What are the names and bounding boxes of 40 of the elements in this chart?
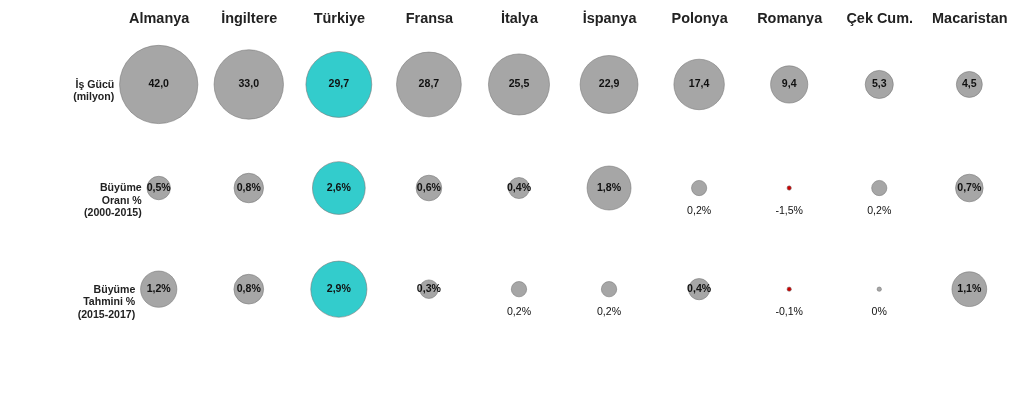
data-label: 22,9: [598, 77, 620, 90]
data-label: 5,3: [871, 77, 887, 90]
data-label: 25,5: [508, 77, 530, 90]
category-label: Fransa: [405, 10, 455, 27]
data-label: 0%: [871, 305, 888, 318]
category-label: Çek Cum.: [846, 10, 914, 27]
category-label: Macaristan: [932, 10, 1008, 27]
data-label: 1,8%: [596, 180, 622, 193]
data-label: 0,8%: [236, 282, 262, 295]
data-label: 9,4: [781, 77, 797, 90]
data-label: 0,2%: [687, 204, 712, 217]
data-label: -1,5%: [775, 204, 804, 217]
data-label: 2,6%: [326, 180, 352, 193]
data-label: -0,1%: [775, 305, 804, 318]
data-label: 1,1%: [957, 282, 982, 295]
series-label: Büyüme Oranı % (2000-2015): [84, 181, 143, 219]
data-label: 42,0: [148, 77, 170, 90]
category-label: Almanya: [129, 10, 191, 27]
category-label: Polonya: [671, 10, 729, 27]
data-label: 0,2%: [596, 305, 622, 318]
data-label: 0,8%: [236, 180, 262, 193]
category-label: İtalya: [501, 10, 539, 27]
series-label: İş Gücü (milyon): [73, 77, 115, 103]
category-label: Türkiye: [313, 10, 366, 27]
data-label: 4,5: [961, 77, 977, 90]
data-label: 0,7%: [957, 180, 982, 193]
data-label: 1,2%: [146, 282, 172, 295]
category-label: İngiltere: [221, 10, 278, 27]
data-label: 0,2%: [506, 305, 532, 318]
data-label: 0,5%: [146, 180, 172, 193]
series-label: Büyüme Tahmini % (2015-2017): [77, 282, 136, 320]
data-label: 17,4: [688, 77, 710, 90]
data-label: 0,6%: [416, 180, 442, 193]
data-label: 33,0: [238, 77, 260, 90]
category-label: Romanya: [757, 10, 824, 27]
data-label: 29,7: [328, 77, 350, 90]
category-label: İspanya: [582, 10, 638, 27]
data-label: 0,2%: [867, 204, 892, 217]
data-label: 28,7: [418, 77, 440, 90]
data-label: 2,9%: [326, 282, 352, 295]
